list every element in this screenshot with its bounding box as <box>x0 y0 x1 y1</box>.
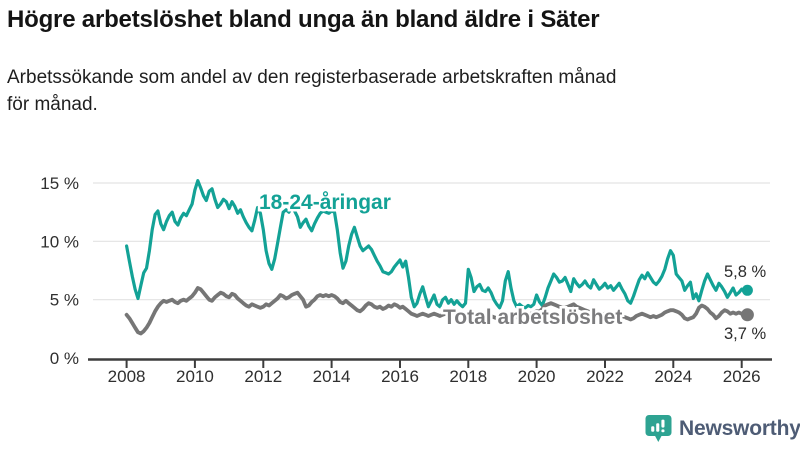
y-axis-labels: 0 % 5 % 10 % 15 % <box>40 174 79 368</box>
series-end-dot-total <box>740 308 754 322</box>
series-line-youth <box>124 179 750 310</box>
series-label-total: Total arbetslöshet <box>443 306 622 329</box>
x-tick-label-2024: 2024 <box>654 367 692 386</box>
page-title: Högre arbetslöshet bland unga än bland ä… <box>7 6 600 33</box>
y-tick-label-5: 5 % <box>50 291 79 310</box>
series-line-total <box>124 286 750 336</box>
x-tick-label-2016: 2016 <box>381 367 419 386</box>
newsworthy-logo-icon <box>645 415 672 442</box>
x-tick-label-2022: 2022 <box>586 367 624 386</box>
x-tick-label-2008: 2008 <box>108 367 146 386</box>
y-tick-label-15: 15 % <box>40 174 79 193</box>
gridlines <box>93 182 770 301</box>
chart-subtitle-line1: Arbetssökande som andel av den registerb… <box>7 67 617 88</box>
x-tick-label-2018: 2018 <box>449 367 487 386</box>
x-axis: 2008 2010 2012 2014 2016 2018 2020 2022 2024 2026 <box>88 358 772 386</box>
x-tick-label-2026: 2026 <box>723 367 761 386</box>
y-tick-label-10: 10 % <box>40 232 79 251</box>
x-tick-label-2014: 2014 <box>313 367 351 386</box>
y-tick-label-0: 0 % <box>50 349 79 368</box>
end-value-label-total: 3,7 % <box>724 325 767 343</box>
series-label-youth: 18-24-åringar <box>259 191 391 214</box>
newsworthy-logo[interactable]: Newsworthy <box>645 414 800 443</box>
x-tick-label-2012: 2012 <box>244 367 282 386</box>
chart-subtitle-line2: för månad. <box>7 94 98 115</box>
series-end-dot-youth <box>741 284 753 296</box>
series-lines <box>124 179 754 336</box>
end-value-label-youth: 5,8 % <box>724 263 767 281</box>
newsworthy-logo-text: Newsworthy <box>679 416 800 440</box>
x-tick-label-2020: 2020 <box>518 367 556 386</box>
x-tick-label-2010: 2010 <box>176 367 214 386</box>
chart-subtitle: Arbetssökande som andel av den registerb… <box>7 64 787 118</box>
